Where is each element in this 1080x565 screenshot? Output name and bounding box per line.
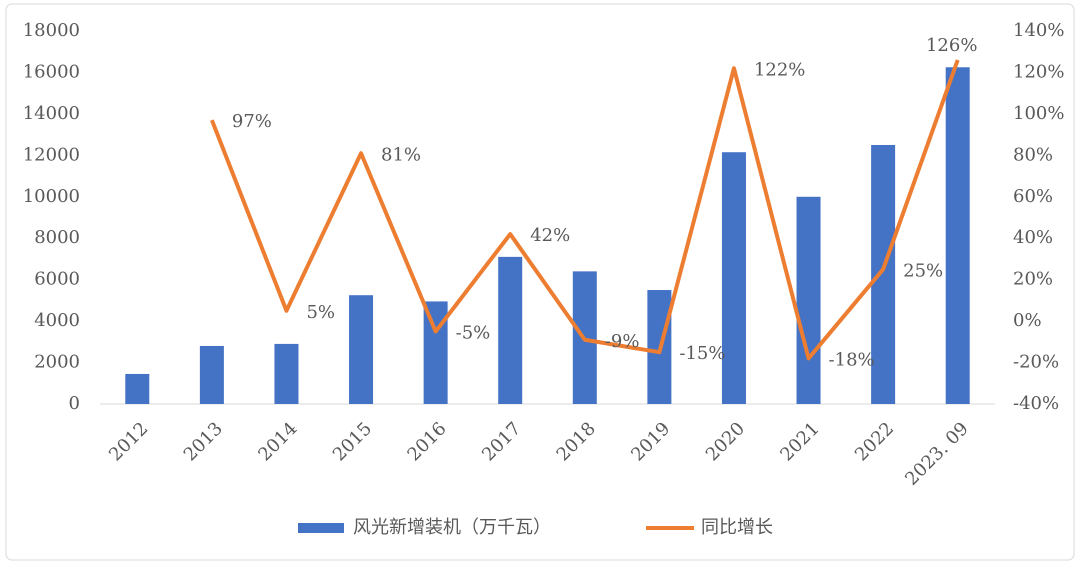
data-label: 25% (903, 260, 943, 281)
y2-tick-label: 100% (1013, 103, 1064, 124)
data-label: -18% (829, 349, 875, 370)
y-tick-label: 8000 (34, 227, 80, 248)
data-label: -15% (679, 343, 725, 364)
bar (274, 343, 299, 404)
data-label: 42% (530, 225, 570, 246)
data-label: 81% (381, 144, 421, 165)
bar (423, 301, 448, 404)
y2-tick-label: 60% (1013, 186, 1053, 207)
y2-tick-label: 20% (1013, 269, 1053, 290)
data-label: 126% (926, 35, 977, 56)
data-label: -5% (456, 322, 491, 343)
y2-tick-label: 80% (1013, 144, 1053, 165)
bar (498, 256, 523, 404)
y-tick-label: 14000 (23, 103, 80, 124)
y-tick-label: 12000 (23, 144, 80, 165)
line (210, 59, 960, 361)
bar (125, 373, 150, 404)
bar (721, 152, 746, 404)
y-tick-label: 4000 (34, 310, 80, 331)
data-label: 97% (232, 111, 272, 132)
y2-tick-label: -40% (1013, 393, 1059, 414)
y2-tick-label: 140% (1013, 20, 1064, 41)
legend-label: 风光新增装机（万千瓦） (353, 517, 551, 538)
bar (871, 144, 896, 404)
y-tick-label: 16000 (23, 61, 80, 82)
y-tick-label: 18000 (23, 20, 80, 41)
y2-tick-label: 40% (1013, 227, 1053, 248)
y-tick-label: 10000 (23, 186, 80, 207)
legend-label: 同比增长 (701, 517, 773, 538)
chart-frame (5, 3, 1075, 561)
y2-tick-label: 0% (1013, 310, 1042, 331)
data-label: 5% (306, 302, 335, 323)
legend-swatch (298, 523, 344, 533)
y-tick-label: 2000 (34, 352, 80, 373)
bar (945, 67, 970, 404)
data-label: 122% (754, 59, 805, 80)
data-label: -9% (605, 331, 640, 352)
y2-tick-label: -20% (1013, 352, 1059, 373)
bar (199, 345, 224, 404)
y-tick-label: 6000 (34, 269, 80, 290)
y-tick-label: 0 (69, 393, 80, 414)
bar (796, 196, 821, 404)
bar (349, 295, 374, 404)
y2-tick-label: 120% (1013, 61, 1064, 82)
